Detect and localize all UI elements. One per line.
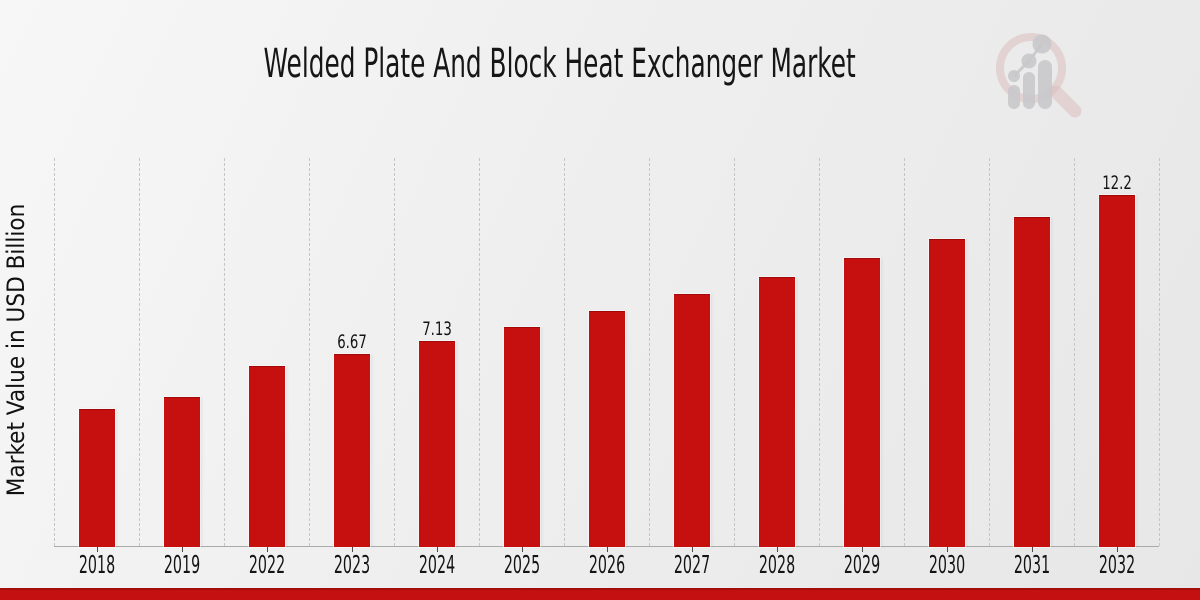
bar-value-label-2024: 7.13 — [421, 318, 452, 340]
bar-2019 — [163, 397, 200, 547]
logo-handle — [1049, 85, 1082, 118]
logo-dot-large — [1032, 34, 1052, 54]
gridline — [309, 158, 311, 546]
x-axis-tick — [436, 547, 438, 552]
logo-bar-small — [1008, 85, 1020, 109]
gridline — [54, 158, 56, 546]
x-axis-tick — [521, 547, 523, 552]
x-axis-tick — [946, 547, 948, 552]
logo-bar-large — [1038, 60, 1052, 109]
bar-2030 — [928, 239, 965, 547]
bar-2032 — [1098, 195, 1135, 547]
gridline — [989, 158, 991, 546]
x-tick-label-2031: 2031 — [1013, 550, 1050, 579]
logo-dot-medium — [1021, 53, 1037, 69]
bar-2023 — [333, 354, 370, 547]
bar-2026 — [588, 311, 625, 547]
x-tick-label-2023: 2023 — [333, 550, 370, 579]
x-tick-label-2028: 2028 — [758, 550, 795, 579]
x-axis-tick — [351, 547, 353, 552]
gridline — [904, 158, 906, 546]
x-axis-tick — [1031, 547, 1033, 552]
x-axis-tick — [606, 547, 608, 552]
y-axis-label-text: Market Value in USD Billion — [2, 203, 30, 497]
x-tick-label-2025: 2025 — [503, 550, 540, 579]
bar-2018 — [78, 409, 115, 547]
bar-2031 — [1013, 217, 1050, 547]
x-tick-label-2030: 2030 — [928, 550, 965, 579]
logo-bar-medium — [1023, 72, 1035, 109]
x-tick-label-2027: 2027 — [673, 550, 710, 579]
x-tick-label-2022: 2022 — [248, 550, 285, 579]
bar-2027 — [673, 294, 710, 547]
x-tick-label-2018: 2018 — [78, 550, 115, 579]
x-axis-tick — [861, 547, 863, 552]
x-axis-tick — [266, 547, 268, 552]
gridline — [394, 158, 396, 546]
x-axis-tick — [1116, 547, 1118, 552]
x-axis-tick — [181, 547, 183, 552]
gridline — [734, 158, 736, 546]
gridline — [1159, 158, 1161, 546]
magnifier-bar-chart-logo-icon — [996, 33, 1082, 118]
gridline — [564, 158, 566, 546]
bar-2022 — [248, 366, 285, 547]
gridline — [479, 158, 481, 546]
bar-2028 — [758, 277, 795, 547]
x-axis-tick — [691, 547, 693, 552]
bottom-accent-bar — [0, 588, 1200, 600]
chart-title: Welded Plate And Block Heat Exchanger Ma… — [0, 42, 1120, 86]
bar-value-label-2032: 12.2 — [1101, 172, 1132, 194]
x-axis-tick — [776, 547, 778, 552]
x-tick-label-2029: 2029 — [843, 550, 880, 579]
gridline — [649, 158, 651, 546]
x-tick-label-2026: 2026 — [588, 550, 625, 579]
gridline — [819, 158, 821, 546]
bar-value-label-2023: 6.67 — [336, 331, 367, 353]
x-tick-label-2032: 2032 — [1098, 550, 1135, 579]
gridline — [224, 158, 226, 546]
bar-2029 — [843, 258, 880, 547]
logo-dot-small — [1008, 70, 1020, 82]
x-tick-label-2019: 2019 — [163, 550, 200, 579]
bar-2025 — [503, 327, 540, 547]
gridline — [1074, 158, 1076, 546]
chart-title-text: Welded Plate And Block Heat Exchanger Ma… — [263, 41, 857, 87]
gridline — [139, 158, 141, 546]
bar-2024 — [418, 341, 455, 547]
x-axis-tick — [96, 547, 98, 552]
x-tick-label-2024: 2024 — [418, 550, 455, 579]
